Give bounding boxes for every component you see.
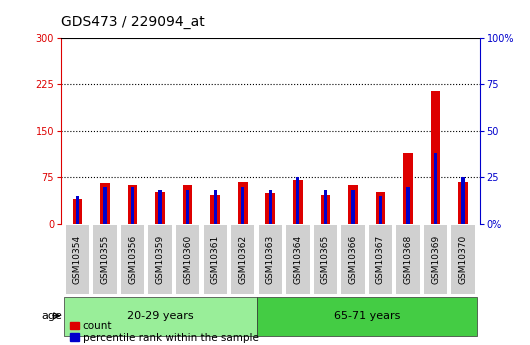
Text: 65-71 years: 65-71 years <box>333 311 400 321</box>
Bar <box>321 195 330 224</box>
Text: GSM10370: GSM10370 <box>458 235 467 284</box>
FancyBboxPatch shape <box>396 225 420 294</box>
Bar <box>76 196 79 224</box>
Text: GSM10364: GSM10364 <box>293 235 302 284</box>
FancyBboxPatch shape <box>341 225 365 294</box>
Text: GSM10363: GSM10363 <box>266 235 275 284</box>
FancyBboxPatch shape <box>259 225 282 294</box>
Bar <box>403 152 413 224</box>
Text: GSM10362: GSM10362 <box>238 235 248 284</box>
Text: GSM10354: GSM10354 <box>73 235 82 284</box>
Text: GSM10355: GSM10355 <box>101 235 110 284</box>
Bar <box>183 185 192 224</box>
Text: GSM10365: GSM10365 <box>321 235 330 284</box>
Text: GSM10361: GSM10361 <box>211 235 220 284</box>
Bar <box>434 153 437 224</box>
Text: GSM10356: GSM10356 <box>128 235 137 284</box>
Bar <box>266 193 275 224</box>
Bar <box>210 195 220 224</box>
FancyBboxPatch shape <box>121 225 144 294</box>
Bar <box>155 191 165 224</box>
FancyBboxPatch shape <box>66 225 89 294</box>
Bar <box>351 190 355 224</box>
Bar <box>100 184 110 224</box>
FancyBboxPatch shape <box>204 225 227 294</box>
Text: age: age <box>41 311 63 321</box>
Bar <box>186 190 189 224</box>
Text: GSM10369: GSM10369 <box>431 235 440 284</box>
Text: GSM10360: GSM10360 <box>183 235 192 284</box>
FancyBboxPatch shape <box>148 225 172 294</box>
Bar <box>238 181 248 224</box>
Bar <box>128 185 137 224</box>
Legend: count, percentile rank within the sample: count, percentile rank within the sample <box>66 317 263 345</box>
Text: 20-29 years: 20-29 years <box>127 311 193 321</box>
Text: GSM10368: GSM10368 <box>403 235 412 284</box>
Bar <box>296 177 299 224</box>
Bar <box>324 190 327 224</box>
Text: GSM10359: GSM10359 <box>156 235 165 284</box>
FancyBboxPatch shape <box>257 297 477 336</box>
Bar <box>73 199 82 224</box>
FancyBboxPatch shape <box>452 225 475 294</box>
Bar <box>158 190 162 224</box>
Bar <box>431 91 440 224</box>
FancyBboxPatch shape <box>369 225 392 294</box>
FancyBboxPatch shape <box>231 225 254 294</box>
Bar <box>214 190 217 224</box>
FancyBboxPatch shape <box>286 225 310 294</box>
FancyBboxPatch shape <box>314 225 337 294</box>
Bar <box>407 187 410 224</box>
Bar <box>348 185 358 224</box>
Bar <box>458 181 468 224</box>
Bar <box>379 196 382 224</box>
Bar <box>293 180 303 224</box>
FancyBboxPatch shape <box>176 225 199 294</box>
Bar <box>241 187 244 224</box>
Text: GDS473 / 229094_at: GDS473 / 229094_at <box>61 15 205 29</box>
Bar <box>462 177 465 224</box>
Text: GSM10367: GSM10367 <box>376 235 385 284</box>
FancyBboxPatch shape <box>93 225 117 294</box>
FancyBboxPatch shape <box>424 225 447 294</box>
Bar <box>269 190 272 224</box>
FancyBboxPatch shape <box>64 297 257 336</box>
Text: GSM10366: GSM10366 <box>348 235 357 284</box>
Bar <box>131 187 134 224</box>
Bar <box>376 191 385 224</box>
Bar <box>103 187 107 224</box>
